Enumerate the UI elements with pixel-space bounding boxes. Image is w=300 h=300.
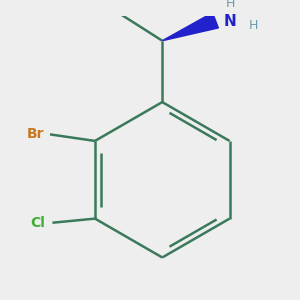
Polygon shape — [162, 13, 218, 41]
Text: Br: Br — [26, 128, 44, 141]
Text: H: H — [226, 0, 235, 11]
Text: H: H — [248, 19, 258, 32]
Text: N: N — [224, 14, 236, 29]
Text: Cl: Cl — [30, 216, 45, 230]
